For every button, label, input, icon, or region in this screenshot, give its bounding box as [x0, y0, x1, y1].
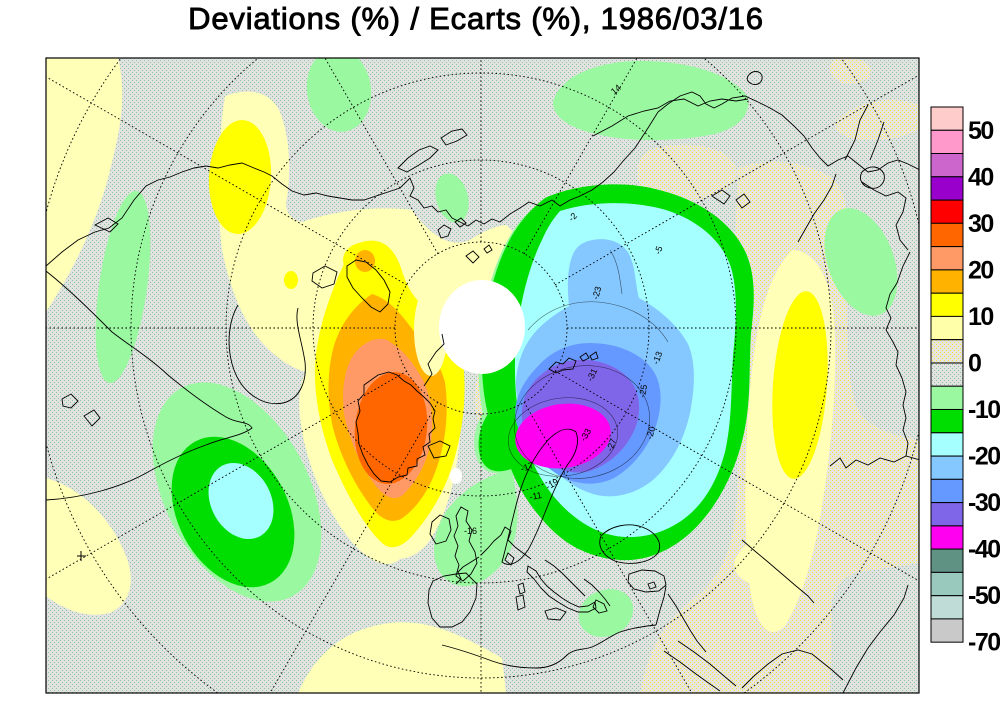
svg-text:20: 20 — [968, 256, 993, 284]
svg-text:-17: -17 — [519, 460, 535, 474]
svg-text:-40: -40 — [968, 536, 1000, 564]
svg-text:Deviations (%) / Ecarts (%), 1: Deviations (%) / Ecarts (%), 1986/03/16 — [188, 1, 764, 36]
svg-text:40: 40 — [968, 163, 993, 191]
svg-text:-27: -27 — [604, 437, 618, 453]
svg-text:0: 0 — [968, 350, 981, 378]
svg-text:-30: -30 — [968, 489, 1000, 517]
svg-text:-13: -13 — [650, 350, 664, 366]
svg-text:-70: -70 — [968, 629, 1000, 657]
svg-text:-31: -31 — [585, 367, 600, 383]
svg-text:-16: -16 — [464, 526, 477, 536]
svg-text:-10: -10 — [968, 396, 1000, 424]
svg-text:-23: -23 — [590, 285, 603, 300]
svg-text:-11: -11 — [529, 490, 543, 502]
svg-text:10: 10 — [968, 303, 993, 331]
svg-text:-50: -50 — [968, 582, 1000, 610]
svg-text:-25: -25 — [637, 384, 649, 399]
svg-text:50: 50 — [968, 117, 993, 145]
svg-text:14: 14 — [609, 82, 623, 96]
svg-text:30: 30 — [968, 210, 993, 238]
svg-text:-20: -20 — [968, 443, 1000, 471]
svg-text:-5: -5 — [652, 245, 664, 256]
svg-text:-20: -20 — [644, 425, 657, 440]
